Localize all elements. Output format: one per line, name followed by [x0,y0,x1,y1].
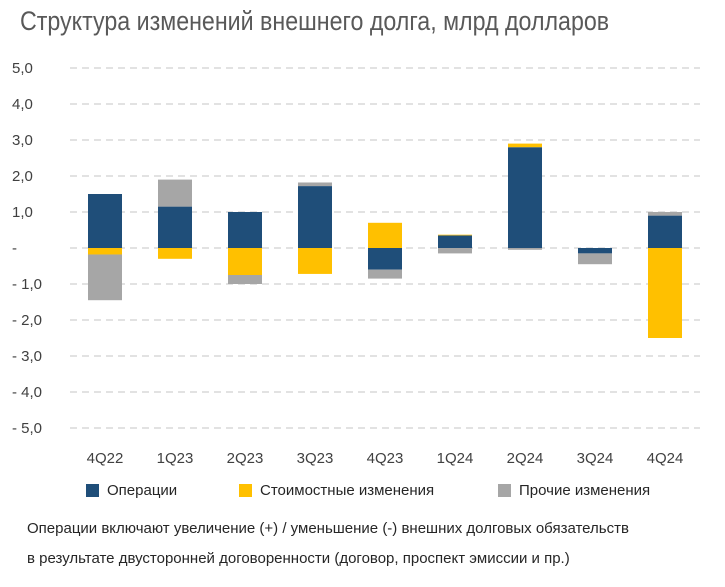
x-tick-label: 3Q23 [297,450,334,467]
y-tick-label: - 3,0 [12,348,42,365]
bar-valuation-2Q24 [508,143,542,148]
bar-valuation-1Q23 [158,248,192,259]
legend-item-valuation: Стоимостные изменения [239,482,434,499]
bar-operations-4Q22 [88,194,122,248]
y-tick-label: 5,0 [12,60,33,77]
bar-valuation-4Q23 [368,222,402,248]
x-tick-label: 2Q24 [507,450,544,467]
bar-other-1Q23 [158,179,192,207]
legend-swatch-operations [86,484,99,497]
x-tick-label: 4Q23 [367,450,404,467]
legend-swatch-other [498,484,511,497]
bar-operations-2Q24 [508,147,542,248]
bars [88,143,682,338]
legend-label-other: Прочие изменения [519,482,651,499]
bar-operations-1Q24 [438,235,472,248]
y-tick-label: 1,0 [12,204,33,221]
bar-other-4Q22 [88,254,122,301]
bar-other-3Q24 [578,253,612,265]
footnote-line-2: в результате двусторонней договоренности… [27,550,570,567]
y-tick-label: - [12,240,17,257]
bar-other-2Q24 [508,248,542,250]
footnote-line-1: Операции включают увеличение (+) / умень… [27,520,629,537]
x-axis-tick-labels: 4Q22 1Q23 2Q23 3Q23 4Q23 1Q24 2Q24 3Q24 4Q24 [87,450,684,467]
x-tick-label: 2Q23 [227,450,264,467]
bar-valuation-3Q23 [298,248,332,274]
x-tick-label: 4Q22 [87,450,124,467]
y-tick-label: - 5,0 [12,420,42,437]
x-tick-label: 4Q24 [647,450,684,467]
bar-valuation-1Q24 [438,234,472,236]
y-tick-label: 2,0 [12,168,33,185]
legend-item-other: Прочие изменения [498,482,650,499]
x-tick-label: 1Q24 [437,450,474,467]
y-axis-tick-labels: 5,0 4,0 3,0 2,0 1,0 - - 1,0 - 2,0 - 3,0 - 4,0 - 5,… [12,60,42,437]
y-tick-label: 4,0 [12,96,33,113]
y-tick-label: - 1,0 [12,276,42,293]
legend-item-operations: Операции [86,482,177,499]
bar-operations-2Q23 [228,212,262,248]
bar-valuation-4Q22 [88,248,122,255]
bar-operations-3Q23 [298,186,332,248]
y-tick-label: - 4,0 [12,384,42,401]
bar-operations-1Q23 [158,206,192,248]
bar-other-3Q23 [298,182,332,187]
bar-operations-4Q24 [648,215,682,248]
bar-other-2Q23 [228,275,262,284]
bar-operations-4Q23 [368,248,402,270]
bar-valuation-2Q23 [228,248,262,275]
legend-label-valuation: Стоимостные изменения [260,482,435,499]
y-tick-label: - 2,0 [12,312,42,329]
x-tick-label: 3Q24 [577,450,614,467]
bar-other-4Q23 [368,269,402,279]
bar-other-1Q24 [438,248,472,254]
legend-swatch-valuation [239,484,252,497]
bar-valuation-4Q24 [648,248,682,338]
gridlines [70,67,700,429]
chart-plot: 5,0 4,0 3,0 2,0 1,0 - - 1,0 - 2,0 - 3,0 - 4,0 - 5,… [12,60,700,467]
bar-operations-3Q24 [578,248,612,254]
x-tick-label: 1Q23 [157,450,194,467]
legend: Операции Стоимостные изменения Прочие из… [0,482,725,504]
chart-title: Структура изменений внешнего долга, млрд… [20,6,610,36]
legend-label-operations: Операции [107,482,178,499]
bar-other-4Q24 [648,212,682,216]
y-tick-label: 3,0 [12,132,33,149]
